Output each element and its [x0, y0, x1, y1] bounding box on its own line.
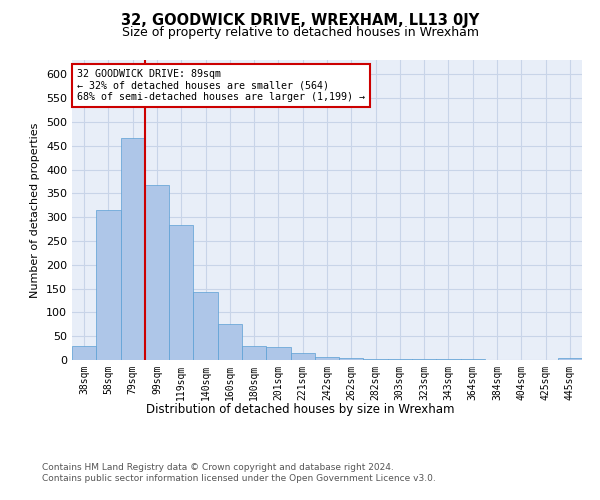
Bar [169, 225, 193, 360]
Bar [266, 346, 290, 360]
Bar [436, 358, 461, 360]
Bar [121, 138, 145, 360]
Bar [290, 353, 315, 360]
Y-axis label: Number of detached properties: Number of detached properties [31, 122, 40, 298]
Text: Contains public sector information licensed under the Open Government Licence v3: Contains public sector information licen… [42, 474, 436, 483]
Text: Size of property relative to detached houses in Wrexham: Size of property relative to detached ho… [121, 26, 479, 39]
Text: 32, GOODWICK DRIVE, WREXHAM, LL13 0JY: 32, GOODWICK DRIVE, WREXHAM, LL13 0JY [121, 12, 479, 28]
Text: Distribution of detached houses by size in Wrexham: Distribution of detached houses by size … [146, 402, 454, 415]
Bar [145, 185, 169, 360]
Bar [242, 346, 266, 360]
Bar [558, 358, 582, 360]
Bar [412, 358, 436, 360]
Bar [193, 292, 218, 360]
Text: Contains HM Land Registry data © Crown copyright and database right 2024.: Contains HM Land Registry data © Crown c… [42, 462, 394, 471]
Bar [339, 358, 364, 360]
Bar [364, 358, 388, 360]
Bar [218, 324, 242, 360]
Bar [388, 358, 412, 360]
Text: 32 GOODWICK DRIVE: 89sqm
← 32% of detached houses are smaller (564)
68% of semi-: 32 GOODWICK DRIVE: 89sqm ← 32% of detach… [77, 69, 365, 102]
Bar [72, 346, 96, 360]
Bar [461, 358, 485, 360]
Bar [96, 210, 121, 360]
Bar [315, 356, 339, 360]
